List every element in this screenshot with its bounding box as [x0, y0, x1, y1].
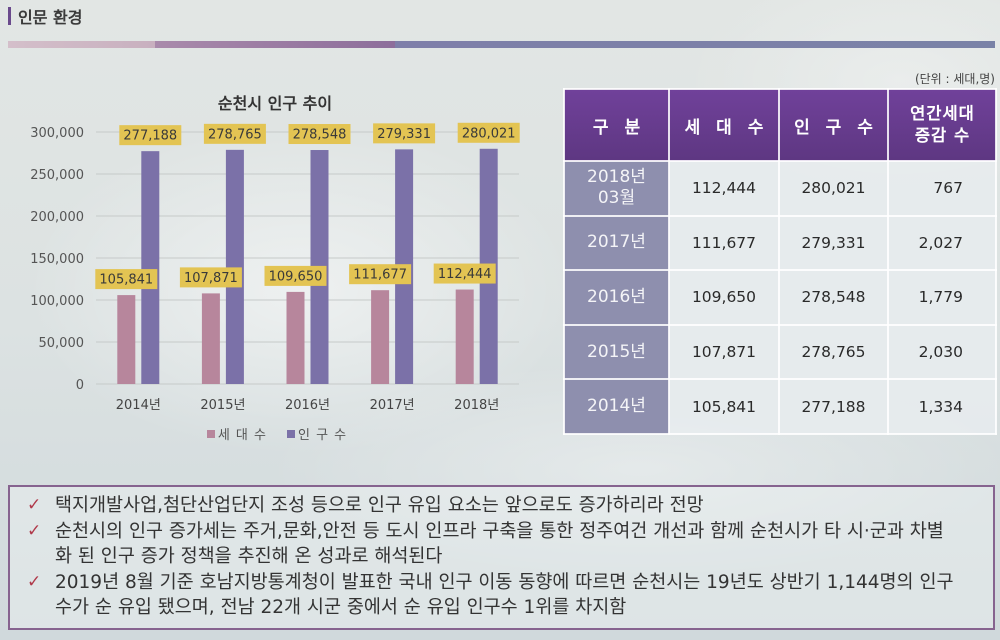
cell-period: 2017년 [563, 214, 670, 272]
population-data-label: 280,021 [462, 126, 516, 141]
cell-population: 277,188 [778, 378, 889, 435]
x-tick-label: 2014년 [116, 398, 161, 413]
y-tick-label: 250,000 [30, 168, 84, 183]
header-accent-bar [8, 7, 11, 25]
households-data-label: 111,677 [353, 268, 407, 283]
population-data-label: 278,765 [208, 127, 262, 142]
y-tick-label: 100,000 [30, 294, 84, 309]
households-bar [455, 289, 474, 384]
note-text: 순천시의 인구 증가세는 주거,문화,안전 등 도시 인프라 구축을 통한 정주… [55, 520, 944, 568]
cell-population: 279,331 [778, 214, 889, 272]
households-data-label-box [433, 263, 496, 284]
table-row: 2014년 105,841 277,188 1,334 [563, 378, 997, 435]
note-item: 택지개발사업,첨단산업단지 조성 등으로 인구 유입 요소는 앞으로도 증가하리… [55, 493, 960, 519]
y-tick-label: 0 [76, 378, 84, 393]
legend-label: 세 대 수 [217, 428, 267, 443]
check-icon [27, 493, 41, 519]
cell-households: 109,650 [668, 269, 780, 326]
cell-households: 107,871 [668, 323, 780, 381]
header-population: 인 구 수 [778, 88, 889, 162]
population-data-label: 277,188 [123, 129, 177, 144]
legend-label: 인 구 수 [298, 428, 348, 443]
legend-swatch [287, 429, 295, 438]
slide-header: 인문 환경 [8, 6, 83, 27]
cell-households: 112,444 [668, 160, 780, 217]
cell-annual-change: 1,779 [887, 269, 997, 326]
population-data-label: 278,548 [293, 128, 347, 143]
table-unit-note: (단위 : 세대,명) [914, 72, 995, 86]
legend-item-households: 세 대 수 [206, 424, 267, 443]
cell-period: 2016년 [563, 269, 670, 326]
notes-list: 택지개발사업,첨단산업단지 조성 등으로 인구 유입 요소는 앞으로도 증가하리… [55, 493, 960, 621]
population-data-label-box [203, 123, 266, 144]
x-tick-label: 2017년 [370, 398, 415, 413]
y-tick-label: 300,000 [30, 126, 84, 141]
table-row: 2017년 111,677 279,331 2,027 [563, 214, 997, 272]
x-tick-label: 2015년 [200, 398, 245, 413]
population-chart: 0 50,000 100,000 150,000 200,000 250,000 300,0… [30, 122, 520, 413]
cell-population: 278,548 [778, 269, 889, 326]
y-tick-label: 50,000 [39, 336, 85, 351]
households-data-label-box [349, 264, 412, 285]
table-row: 2018년 03월 112,444 280,021 767 [563, 160, 997, 217]
cell-population: 280,021 [778, 160, 889, 217]
x-tick-label: 2016년 [285, 398, 330, 413]
note-item: 순천시의 인구 증가세는 주거,문화,안전 등 도시 인프라 구축을 통한 정주… [55, 519, 960, 570]
population-data-label-box [119, 125, 182, 146]
header-divider [8, 41, 995, 48]
households-bar [286, 291, 305, 384]
legend-item-population: 인 구 수 [287, 424, 347, 443]
chart-legend: 세 대 수 인 구 수 [127, 424, 427, 443]
table-row: 2015년 107,871 278,765 2,030 [563, 323, 997, 381]
divider-segment [8, 41, 155, 48]
divider-segment [155, 41, 395, 48]
cell-population: 278,765 [778, 323, 889, 381]
table-row: 2016년 109,650 278,548 1,779 [563, 269, 997, 326]
cell-annual-change: 1,334 [887, 378, 997, 435]
header-period: 구 분 [563, 88, 670, 162]
note-text: 2019년 8월 기준 호남지방통계청이 발표한 국내 인구 이동 동향에 따르… [55, 571, 954, 619]
cell-households: 105,841 [668, 378, 780, 435]
households-data-label-box [264, 265, 327, 286]
check-icon [27, 570, 41, 596]
page-title: 인문 환경 [18, 8, 83, 27]
header-households: 세 대 수 [668, 88, 780, 162]
check-icon [27, 519, 41, 545]
cell-households: 111,677 [668, 214, 780, 272]
population-bar [225, 149, 244, 384]
cell-annual-change: 2,030 [887, 323, 997, 381]
households-data-label: 112,444 [438, 267, 492, 282]
population-table: 구 분 세 대 수 인 구 수 연간세대 증감 수 2018년 03월 112,… [563, 88, 997, 435]
y-tick-label: 150,000 [30, 252, 84, 267]
table-header-row: 구 분 세 대 수 인 구 수 연간세대 증감 수 [563, 88, 997, 162]
cell-period: 2014년 [563, 378, 670, 435]
population-bar [141, 151, 160, 384]
population-data-label-box [457, 122, 520, 143]
legend-swatch [206, 429, 215, 438]
households-data-label-box [179, 267, 242, 288]
households-bar [371, 290, 390, 384]
cell-annual-change: 767 [887, 160, 997, 217]
divider-segment [395, 41, 995, 48]
population-data-label-box [288, 124, 351, 145]
chart-title: 순천시 인구 추이 [217, 94, 333, 113]
cell-period: 2018년 03월 [563, 160, 670, 217]
households-data-label-box [95, 269, 158, 290]
households-data-label: 105,841 [99, 273, 153, 288]
notes-box: 택지개발사업,첨단산업단지 조성 등으로 인구 유입 요소는 앞으로도 증가하리… [8, 485, 995, 630]
y-tick-label: 200,000 [30, 210, 84, 225]
cell-annual-change: 2,027 [887, 214, 997, 272]
note-item: 2019년 8월 기준 호남지방통계청이 발표한 국내 인구 이동 동향에 따르… [55, 570, 960, 621]
population-data-label: 279,331 [377, 127, 431, 142]
population-data-label-box [373, 123, 436, 144]
note-text: 택지개발사업,첨단산업단지 조성 등으로 인구 유입 요소는 앞으로도 증가하리… [55, 495, 704, 516]
x-tick-label: 2018년 [454, 398, 499, 413]
households-data-label: 107,871 [184, 271, 238, 286]
households-bar [117, 295, 136, 384]
cell-period: 2015년 [563, 323, 670, 381]
header-annual-change: 연간세대 증감 수 [887, 88, 997, 162]
households-data-label: 109,650 [269, 269, 323, 284]
households-bar [201, 293, 220, 384]
